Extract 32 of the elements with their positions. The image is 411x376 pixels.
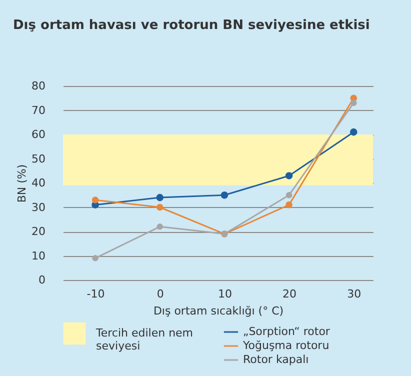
x-tick-label: 0 [156,288,164,300]
legend-label: Tercih edilen nem seviyesi [95,326,194,352]
x-tick-label: 10 [218,288,232,300]
point [92,255,98,262]
legend-label: Yoğuşma rotoru [242,339,330,352]
x-tick-label: 30 [347,288,362,300]
y-axis-title: BN (%) [16,164,29,203]
legend-label: „Sorption“ rotor [243,325,330,338]
point [350,128,358,136]
x-axis-title: Dış ortam sıcaklığı (° C) [153,304,284,318]
legend-label: Rotor kapalı [243,353,309,366]
point [156,204,164,211]
x-tick-label: 20 [282,288,297,300]
point [350,100,357,106]
point [286,201,292,208]
chart-title: Dış ortam havası ve rotorun BN seviyesine etkisi [13,18,370,33]
y-tick-label: 40 [32,176,46,190]
y-tick-label: 30 [32,200,46,214]
point [286,192,292,198]
point [285,172,293,180]
y-tick-label: 80 [32,80,46,92]
x-tick-label: -10 [86,288,105,300]
point [220,191,228,199]
y-tick-label: 10 [32,249,46,262]
y-tick-label: 20 [32,225,46,238]
y-tick-label: 60 [32,128,46,141]
point [156,194,164,202]
y-tick-label: 70 [32,104,46,117]
y-tick-label: 0 [38,274,46,286]
point [92,196,99,204]
point [156,224,163,230]
y-tick-label: 50 [32,152,46,166]
